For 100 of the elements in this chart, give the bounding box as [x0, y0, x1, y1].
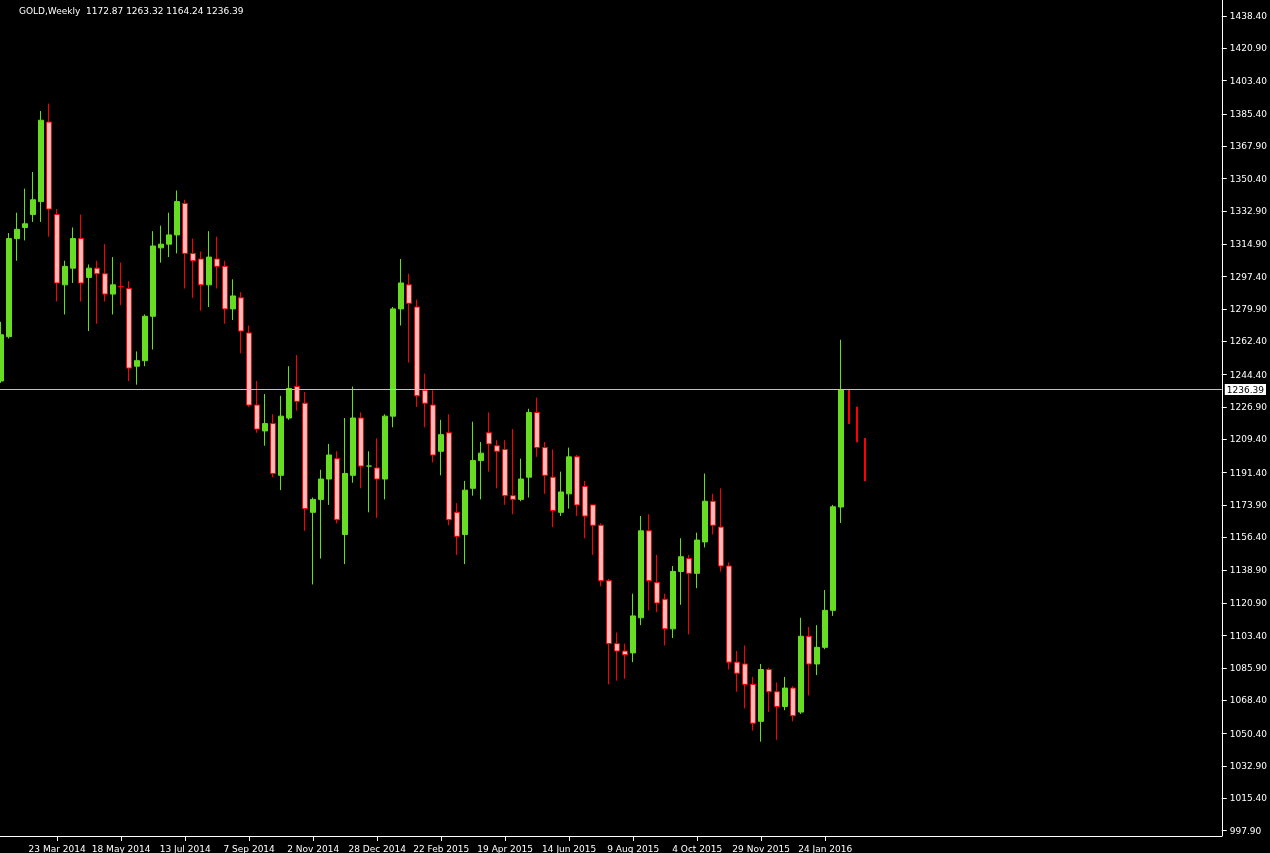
candlestick	[582, 480, 588, 539]
candlestick	[694, 532, 700, 589]
candlestick	[566, 447, 572, 510]
x-tick-label: 13 Jul 2014	[159, 843, 211, 853]
candlestick	[518, 458, 524, 502]
text: GOLD,Weekly 1172.87 1263.32 1164.24 1236.39	[19, 5, 244, 16]
candlestick	[798, 617, 804, 715]
candlestick	[150, 230, 156, 351]
candlestick	[134, 350, 140, 386]
candlestick	[230, 278, 236, 321]
candlestick	[462, 480, 468, 565]
x-tick-label: 2 Nov 2014	[287, 843, 340, 853]
candlestick	[622, 643, 628, 680]
candlestick	[414, 299, 420, 408]
candlestick	[46, 103, 52, 238]
x-tick-label: 14 Jun 2015	[542, 843, 597, 853]
candlestick	[342, 417, 348, 565]
candlestick	[174, 190, 180, 254]
candlestick	[614, 632, 620, 682]
y-tick-label: 1209.40	[1229, 434, 1268, 445]
candlestick	[630, 593, 636, 663]
ref-line-label: 1236.39	[1226, 384, 1265, 395]
candlestick	[646, 513, 652, 611]
candlestick	[766, 667, 772, 713]
y-tick-label: 1314.90	[1229, 239, 1268, 250]
candlestick	[774, 681, 780, 741]
candlestick	[142, 313, 148, 367]
candlestick	[814, 624, 820, 676]
x-tick-label: 4 Oct 2015	[672, 843, 723, 853]
candlestick	[406, 273, 412, 364]
candlestick	[830, 504, 836, 617]
candlestick	[590, 504, 596, 556]
candlestick	[78, 214, 84, 302]
candlestick	[358, 411, 364, 489]
candlestick	[38, 110, 44, 223]
y-tick-label: 1173.90	[1229, 500, 1268, 511]
y-tick-label: 1262.40	[1229, 336, 1268, 347]
candlestick	[558, 471, 564, 517]
candlestick	[102, 243, 108, 302]
candlestick	[718, 487, 724, 573]
y-tick-label: 1191.40	[1229, 467, 1268, 478]
x-tick-label: 22 Feb 2015	[413, 843, 470, 853]
y-tick-label: 1120.90	[1229, 598, 1268, 609]
candlestick	[86, 263, 92, 332]
candlestick	[166, 212, 172, 258]
candlestick	[22, 188, 28, 241]
y-tick-label: 1156.40	[1229, 532, 1268, 543]
candlestick	[118, 262, 124, 306]
x-tick-label: 7 Sep 2014	[223, 843, 276, 853]
y-tick-label: 1297.40	[1229, 271, 1268, 282]
y-tick-label: 1244.40	[1229, 369, 1268, 380]
candlestick	[126, 280, 132, 382]
candlestick	[486, 411, 492, 473]
candlestick	[270, 413, 276, 478]
candlestick	[750, 676, 756, 732]
candlestick	[214, 236, 220, 290]
candlestick	[848, 389, 850, 425]
candlestick	[478, 441, 484, 500]
candlestick	[662, 593, 668, 646]
candlestick	[94, 260, 100, 325]
candlestick	[326, 443, 332, 506]
y-tick-label: 1085.90	[1229, 662, 1268, 673]
candlestick	[206, 230, 212, 308]
candlestick	[14, 212, 20, 262]
y-tick-label: 1103.40	[1229, 630, 1268, 641]
candlestick	[334, 450, 340, 524]
candlestick	[606, 578, 612, 685]
candlestick	[30, 171, 36, 223]
candlestick	[158, 225, 164, 264]
candlestick	[262, 393, 268, 447]
candlestick	[838, 339, 844, 524]
candlestick	[238, 291, 244, 354]
candlestick	[438, 419, 444, 476]
candlestick	[110, 256, 116, 315]
candlestick	[864, 437, 866, 482]
y-tick-label: 1279.90	[1229, 304, 1268, 315]
candlestick	[598, 522, 604, 587]
candlestick	[278, 395, 284, 491]
candlestick	[62, 260, 68, 315]
candlestick	[182, 199, 188, 290]
candlestick	[54, 208, 60, 302]
x-tick-label: 9 Aug 2015	[607, 843, 660, 853]
y-tick-label: 1420.90	[1229, 43, 1268, 54]
candlestick	[198, 251, 204, 312]
candlestick	[526, 408, 532, 499]
candlestick	[190, 238, 196, 299]
candlestick	[686, 554, 692, 635]
y-tick-label: 1226.90	[1229, 402, 1268, 413]
candlestick	[806, 626, 812, 696]
x-tick-label: 24 Jan 2016	[798, 843, 853, 853]
x-tick-label: 28 Dec 2014	[348, 843, 407, 853]
candlestick	[446, 413, 452, 526]
candlestick	[702, 472, 708, 548]
x-tick-label: 18 May 2014	[91, 843, 151, 853]
candlestick	[790, 685, 796, 722]
y-tick-label: 1350.40	[1229, 173, 1268, 184]
candlestick	[574, 454, 580, 517]
candlestick	[856, 406, 858, 443]
candlestick	[550, 448, 556, 528]
y-tick-label: 1068.40	[1229, 695, 1268, 706]
